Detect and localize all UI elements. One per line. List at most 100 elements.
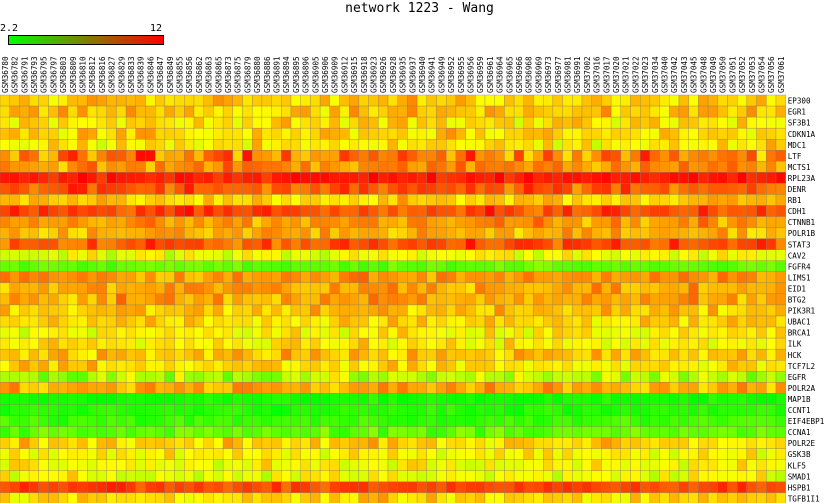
heatmap-cell [707,227,718,239]
heatmap-cell [669,116,680,129]
heatmap-cell [659,326,670,339]
heatmap-cell [213,293,224,306]
heatmap-cell [552,139,563,151]
column-label: GSM36909 [331,56,340,93]
column-label: GSM36965 [505,56,514,93]
heatmap-cell [688,492,699,503]
heatmap-cell [775,315,786,328]
heatmap-cell [610,161,621,173]
heatmap-cell [164,426,175,438]
heatmap-cell [368,448,379,460]
heatmap-cell [630,492,641,503]
heatmap-cell [737,315,748,328]
heatmap-cell [475,194,486,206]
heatmap-cell [300,470,311,482]
heatmap-cell [261,481,272,493]
heatmap-cell [0,139,10,151]
heatmap-cell [766,481,777,493]
heatmap-cell [387,249,398,261]
heatmap-cell [669,459,680,471]
heatmap-cell [310,249,321,261]
heatmap-cell [261,426,272,438]
heatmap-cell [38,249,49,261]
heatmap-cell [620,459,631,471]
heatmap-cell [222,415,233,427]
heatmap-cell [290,481,301,493]
heatmap-cell [125,481,136,493]
heatmap-cell [329,94,340,107]
heatmap-cell [271,105,282,118]
heatmap-cell [310,426,321,438]
heatmap-cell [203,183,214,195]
heatmap-cell [310,337,321,350]
heatmap-cell [475,161,486,173]
heatmap-cell [290,161,301,173]
heatmap-cell [378,371,389,383]
heatmap-cell [533,94,544,107]
column-label: GSM37021 [622,56,631,93]
heatmap-cell [358,183,369,195]
heatmap-cell [19,161,30,173]
heatmap-cell [319,238,330,250]
heatmap-cell [261,348,272,361]
heatmap-cell [513,183,524,195]
heatmap-cell [319,371,330,383]
heatmap-cell [106,404,117,416]
heatmap-cell [67,415,78,427]
heatmap-cell [746,304,757,317]
heatmap-cell [164,337,175,350]
heatmap-cell [707,371,718,383]
heatmap-cell [271,371,282,383]
heatmap-cell [446,271,457,284]
heatmap-cell [339,382,350,394]
heatmap-cell [669,304,680,317]
heatmap-cell [358,216,369,228]
heatmap-cell [455,205,466,217]
heatmap-cell [717,470,728,482]
heatmap-cell [329,238,340,250]
heatmap-cell [271,348,282,361]
heatmap-cell [775,492,786,503]
heatmap-cell [271,205,282,217]
heatmap-cell [261,172,272,184]
heatmap-cell [378,348,389,361]
heatmap-cell [174,216,185,228]
heatmap-cell [533,437,544,449]
heatmap-cell [358,127,369,140]
heatmap-cell [552,282,563,295]
heatmap-cell [387,371,398,383]
heatmap-cell [135,459,146,471]
heatmap-cell [28,161,39,173]
heatmap-cell [38,94,49,107]
heatmap-cell [378,304,389,317]
heatmap-cell [543,448,554,460]
heatmap-cell [688,205,699,217]
heatmap-cell [242,183,253,195]
heatmap-cell [649,282,660,295]
column-label: GSM37034 [651,56,660,93]
heatmap-cell [426,426,437,438]
heatmap-cell [164,448,175,460]
heatmap-cell [484,172,495,184]
heatmap-cell [164,282,175,295]
heatmap-cell [397,415,408,427]
heatmap-cell [533,249,544,261]
heatmap-cell [756,216,767,228]
heatmap-cell [106,492,117,503]
heatmap-cell [610,404,621,416]
heatmap-cell [717,205,728,217]
heatmap-cell [649,172,660,184]
heatmap-cell [562,326,573,339]
heatmap-cell [67,282,78,295]
heatmap-cell [698,249,709,261]
heatmap-cell [116,205,127,217]
heatmap-cell [38,326,49,339]
heatmap-cell [620,448,631,460]
heatmap-cell [184,139,195,151]
heatmap-cell [572,205,583,217]
heatmap-cell [397,448,408,460]
heatmap-cell [659,404,670,416]
heatmap-cell [106,139,117,151]
heatmap-cell [77,227,88,239]
heatmap-cell [135,205,146,217]
